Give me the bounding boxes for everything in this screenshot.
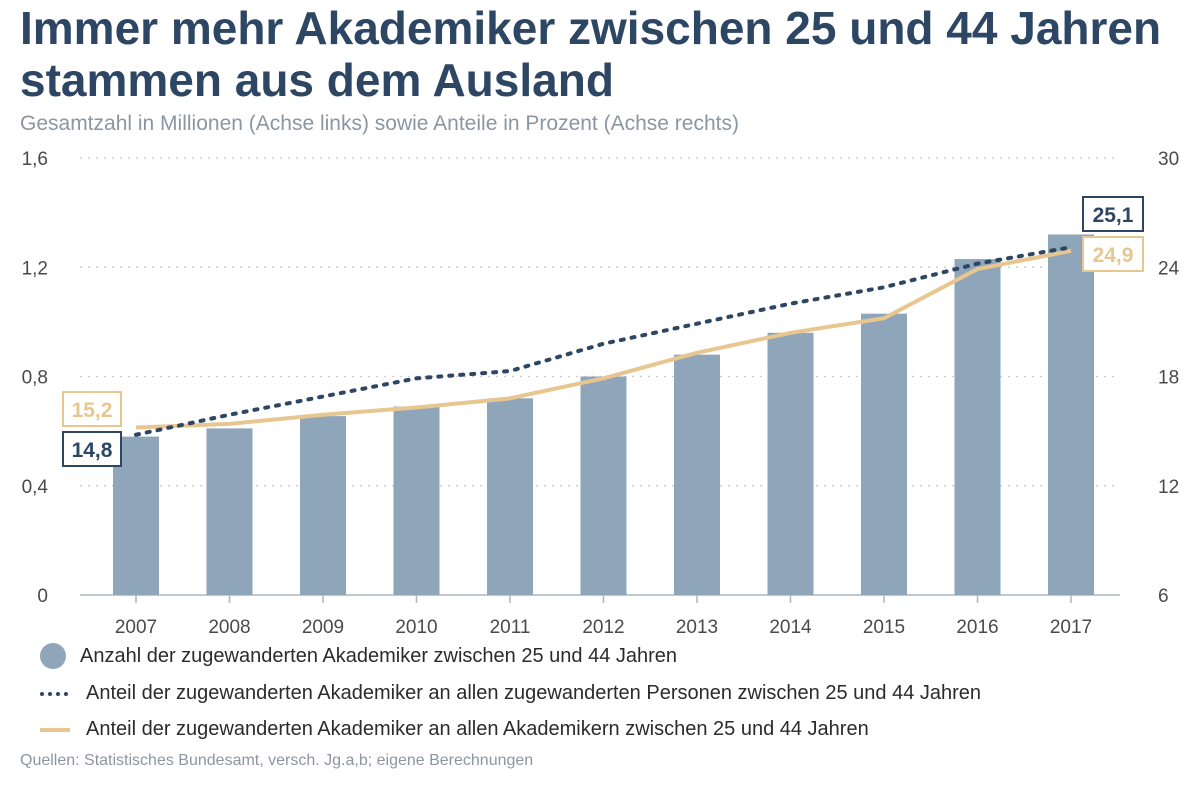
- bar: [1048, 234, 1094, 595]
- data-label-box: [62, 391, 122, 427]
- x-tick-label: 2009: [302, 617, 344, 638]
- y-left-tick-label: 1,2: [22, 258, 48, 279]
- data-label: 15,2: [72, 399, 113, 422]
- x-tick-label: 2007: [115, 617, 157, 638]
- y-left-tick-label: 0,4: [22, 477, 49, 498]
- x-tick-label: 2016: [956, 617, 998, 638]
- x-tick-label: 2010: [395, 617, 437, 638]
- x-tick-label: 2011: [490, 617, 531, 638]
- y-left-tick-label: 0,8: [22, 368, 48, 389]
- x-tick-label: 2017: [1050, 617, 1092, 638]
- bar: [767, 332, 814, 595]
- legend-label: Anzahl der zugewanderten Akademiker zwis…: [80, 644, 678, 667]
- data-label: 24,9: [1093, 244, 1134, 267]
- legend-item-dotted-line: Anteil der zugewanderten Akademiker an a…: [40, 682, 981, 705]
- legend-dotted-swatch: [40, 691, 68, 696]
- legend-item-solid-line: Anteil der zugewanderten Akademiker an a…: [40, 718, 869, 741]
- x-tick-label: 2012: [582, 617, 624, 638]
- chart-subtitle: Gesamtzahl in Millionen (Achse links) so…: [20, 112, 739, 135]
- data-label: 14,8: [72, 439, 113, 462]
- bar: [580, 376, 627, 595]
- bar: [954, 259, 1001, 595]
- chart-title: Immer mehr Akademiker zwischen 25 und 44…: [20, 2, 1162, 106]
- bar: [487, 398, 533, 595]
- data-label-box: [1082, 236, 1144, 272]
- y-left-tick-label: 1,6: [22, 149, 48, 170]
- bar: [393, 406, 440, 595]
- series-line-akademiker: [135, 248, 1072, 430]
- legend-line-swatch: [40, 727, 70, 732]
- bar: [861, 313, 907, 595]
- legend-label: Anteil der zugewanderten Akademiker an a…: [86, 682, 982, 704]
- legend-label: Anteil der zugewanderten Akademiker an a…: [86, 718, 869, 740]
- data-label: 25,1: [1093, 204, 1134, 227]
- y-right-tick-label: 30: [1158, 149, 1179, 170]
- bar: [300, 416, 346, 595]
- y-right-tick-label: 18: [1158, 368, 1179, 389]
- x-tick-label: 2014: [769, 617, 812, 638]
- legend-bar-swatch: [40, 643, 66, 669]
- x-tick-label: 2015: [863, 617, 905, 638]
- y-right-tick-label: 24: [1158, 258, 1180, 279]
- x-tick-label: 2008: [208, 617, 250, 638]
- y-right-tick-label: 12: [1158, 477, 1179, 498]
- series-line-zugewanderte: [134, 245, 1073, 437]
- y-left-tick-label: 0: [37, 586, 48, 607]
- bar: [674, 354, 720, 595]
- x-tick-label: 2013: [676, 617, 718, 638]
- source-note: Quellen: Statistisches Bundesamt, versch…: [20, 752, 534, 769]
- bar: [206, 428, 253, 595]
- y-right-tick-label: 6: [1158, 586, 1169, 607]
- data-label-box: [1082, 196, 1144, 232]
- data-label-box: [62, 431, 122, 467]
- legend-item-bars: Anzahl der zugewanderten Akademiker zwis…: [40, 643, 677, 669]
